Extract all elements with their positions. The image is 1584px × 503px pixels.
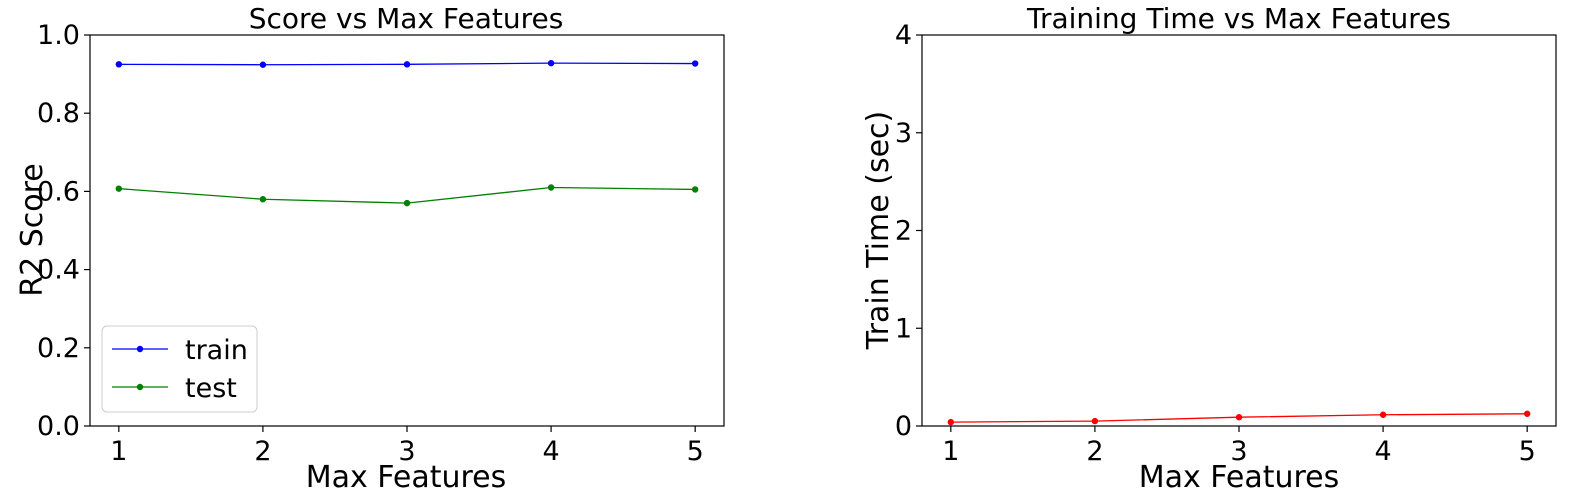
time-x-tick-label: 4 [1374, 436, 1391, 467]
score-train-point[interactable] [115, 61, 123, 68]
score-x-tick-label: 4 [542, 436, 559, 467]
time-chart-series [947, 410, 1531, 426]
score-chart-x-label: Max Features [306, 460, 507, 495]
time-x-tick-label: 1 [942, 436, 959, 467]
score-chart-legend[interactable]: train test [101, 325, 258, 413]
score-y-tick-label: 0.8 [37, 98, 80, 129]
time-y-tick-label: 2 [895, 216, 912, 247]
score-train-point[interactable] [259, 61, 267, 68]
time-series-point[interactable] [1235, 414, 1243, 421]
score-x-tick-label: 3 [398, 436, 415, 467]
time-chart-y-label: Train Time (sec) [861, 111, 896, 350]
time-y-tick-label: 4 [895, 20, 912, 51]
score-chart-plot-area [89, 34, 725, 427]
score-test-point[interactable] [691, 186, 699, 193]
score-y-tick-label: 1.0 [37, 20, 80, 51]
time-chart-x-ticks: 1 2 3 4 5 [942, 426, 1536, 467]
score-test-point[interactable] [259, 196, 267, 203]
legend-train-label: train [185, 335, 248, 366]
score-chart-title: Score vs Max Features [249, 2, 564, 35]
legend-test-label: test [185, 373, 237, 404]
score-test-point[interactable] [403, 199, 411, 207]
time-x-tick-label: 5 [1519, 436, 1536, 467]
score-test-point[interactable] [115, 185, 123, 192]
score-x-tick-label: 2 [254, 436, 271, 467]
score-y-tick-label: 0.6 [37, 176, 80, 207]
score-y-tick-label: 0.0 [37, 411, 80, 442]
time-series-point[interactable] [1523, 410, 1531, 417]
score-chart-series [115, 59, 699, 207]
time-chart-plot-area [921, 34, 1557, 427]
score-x-tick-label: 1 [110, 436, 127, 467]
score-y-tick-label: 0.4 [37, 255, 80, 286]
time-y-tick-label: 0 [895, 411, 912, 442]
legend-train-marker [136, 345, 144, 353]
score-x-tick-label: 5 [687, 436, 704, 467]
score-chart-x-ticks: 1 2 3 4 5 [110, 426, 704, 467]
time-series-point[interactable] [947, 418, 955, 426]
time-y-tick-label: 1 [895, 313, 912, 344]
score-chart: Score vs Max Features 0.0 0.2 0.4 0.6 0.8 1.0… [15, 2, 725, 495]
score-train-point[interactable] [691, 60, 699, 67]
time-x-tick-label: 2 [1086, 436, 1103, 467]
legend-test-marker [136, 383, 144, 391]
time-series-point[interactable] [1379, 411, 1387, 418]
score-y-tick-label: 0.2 [37, 333, 80, 364]
time-chart-title: Training Time vs Max Features [1026, 2, 1451, 35]
score-test-point[interactable] [547, 184, 555, 191]
time-x-tick-label: 3 [1230, 436, 1247, 467]
score-chart-y-label: R2 Score [15, 163, 50, 297]
score-train-point[interactable] [403, 61, 411, 68]
time-chart-y-ticks: 0 1 2 3 4 [895, 20, 922, 442]
score-chart-y-ticks: 0.0 0.2 0.4 0.6 0.8 1.0 [37, 20, 90, 442]
time-y-tick-label: 3 [895, 118, 912, 149]
time-series-point[interactable] [1091, 417, 1099, 425]
time-chart-x-label: Max Features [1139, 460, 1340, 495]
score-train-point[interactable] [547, 59, 555, 67]
